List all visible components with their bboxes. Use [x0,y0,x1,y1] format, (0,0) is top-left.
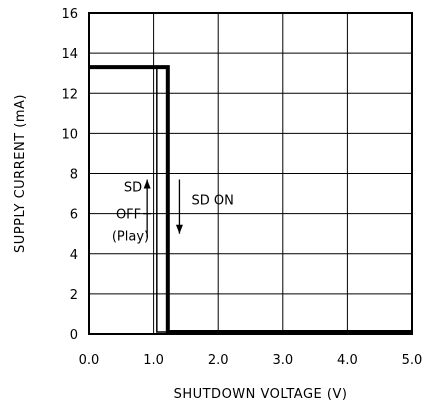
series-line-thin [89,66,412,333]
y-tick-label: 14 [61,47,78,62]
y-tick-label: 10 [61,127,78,142]
sd-off-arrow-head [143,179,151,189]
sd-off-label-2: (Play) [112,230,149,245]
x-tick-label: 0.0 [79,353,100,368]
y-axis-title: SUPPLY CURRENT (mA) [13,94,28,253]
x-tick-label: 3.0 [272,353,293,368]
x-tick-label: 4.0 [337,353,358,368]
x-tick-label: 5.0 [402,353,423,368]
y-tick-label: 0 [70,328,78,343]
y-tick-label: 6 [70,208,78,223]
plot-frame [88,12,413,335]
y-tick-label: 12 [61,87,78,102]
annotations: SD OFF (Play) SD ON [112,179,234,245]
series-group [89,65,412,334]
sd-on-arrow-head [175,224,183,234]
sd-off-label-1: OFF [116,208,141,223]
x-tick-label: 1.0 [143,353,164,368]
x-tick-label: 2.0 [208,353,229,368]
sd-off-label-0: SD [124,181,142,196]
y-tick-label: 4 [70,248,78,263]
sd-on-label: SD ON [191,194,233,209]
tick-labels: 0.0 1.0 2.0 3.0 4.0 5.0 0 2 4 6 8 10 12 14 16 [61,7,422,368]
series-line-thick [89,65,412,334]
y-tick-label: 8 [70,168,78,183]
grid [89,13,412,334]
y-tick-label: 16 [61,7,78,22]
y-tick-label: 2 [70,288,78,303]
x-axis-title: SHUTDOWN VOLTAGE (V) [174,387,348,402]
